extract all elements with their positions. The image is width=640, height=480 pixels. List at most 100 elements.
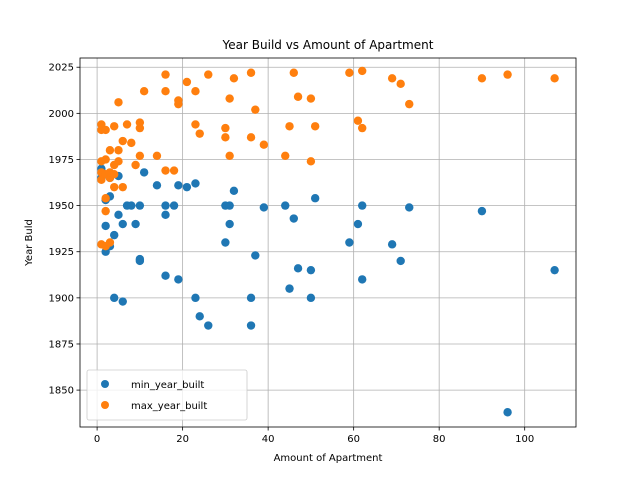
data-point [118, 297, 127, 306]
data-point [105, 238, 115, 247]
data-point [131, 219, 140, 229]
data-point [152, 151, 162, 160]
data-point [114, 98, 123, 107]
plot-frame [79, 57, 577, 428]
data-point [174, 181, 183, 190]
data-point [387, 240, 397, 249]
data-point [110, 170, 119, 179]
data-point [345, 68, 354, 77]
y-tick-label: 2000 [49, 109, 74, 120]
data-point [169, 201, 179, 210]
data-point [225, 201, 234, 210]
legend: min_year_built max_year_built [86, 369, 248, 421]
data-point [118, 219, 127, 229]
y-tick-label: 1950 [49, 201, 74, 212]
data-point [221, 123, 230, 133]
data-point [195, 129, 204, 138]
data-point [221, 238, 230, 247]
legend-label-min-year-built: min_year_built [131, 380, 204, 391]
data-point [110, 182, 119, 192]
data-point [550, 265, 559, 275]
y-tick-label: 1975 [49, 155, 74, 166]
data-point [281, 151, 290, 160]
data-point [405, 203, 414, 212]
data-point [110, 230, 119, 240]
data-point [246, 133, 256, 142]
data-point [204, 321, 213, 330]
data-point [225, 219, 234, 229]
data-point [161, 201, 170, 210]
legend-label-max-year-built: max_year_built [131, 401, 207, 412]
data-point [225, 94, 234, 103]
data-point [259, 140, 269, 149]
data-point [169, 166, 179, 175]
data-point [135, 118, 145, 127]
data-point [161, 70, 170, 79]
data-point [310, 194, 320, 203]
data-points [97, 66, 559, 417]
data-point [135, 201, 145, 210]
data-point [251, 105, 260, 114]
data-point [110, 122, 119, 131]
data-point [358, 123, 367, 133]
data-point [161, 210, 170, 220]
data-point [101, 206, 110, 216]
data-point [477, 206, 487, 216]
legend-box [86, 369, 248, 421]
data-point [127, 138, 136, 148]
data-point [306, 293, 316, 303]
data-point [191, 179, 200, 188]
data-point [204, 70, 213, 79]
data-point [139, 168, 149, 177]
data-point [114, 210, 123, 220]
data-point [101, 221, 110, 231]
data-point [289, 68, 298, 77]
x-tick-label: 100 [515, 434, 534, 445]
y-tick-label: 1875 [49, 339, 74, 350]
data-point [358, 66, 367, 76]
data-point [127, 201, 136, 210]
data-point [503, 408, 512, 417]
data-point [101, 194, 110, 203]
data-point [135, 254, 145, 264]
data-point [174, 275, 183, 284]
legend-marker-min-year-built [101, 380, 109, 388]
y-tick-label: 2025 [49, 63, 74, 74]
data-point [285, 284, 294, 293]
y-tick-label: 1925 [49, 247, 74, 258]
data-point [122, 120, 132, 129]
data-point [259, 203, 269, 212]
data-point [105, 146, 115, 155]
chart-title: Year Build vs Amount of Apartment [222, 38, 434, 52]
data-point [229, 186, 239, 196]
data-point [191, 87, 200, 96]
data-point [345, 238, 354, 247]
data-point [550, 74, 559, 83]
data-point [131, 160, 140, 170]
data-point [285, 122, 294, 131]
data-point [353, 219, 363, 229]
data-point [161, 87, 170, 96]
data-point [182, 182, 192, 192]
data-point [221, 133, 230, 142]
data-point [229, 74, 239, 83]
y-tick-label: 1900 [49, 293, 74, 304]
data-point [161, 166, 170, 175]
data-point [191, 120, 200, 129]
y-tick-label: 1850 [49, 386, 74, 397]
legend-marker-max-year-built [101, 401, 109, 409]
data-point [246, 321, 256, 330]
data-point [396, 256, 405, 266]
grid [80, 58, 576, 427]
data-point [503, 70, 512, 79]
data-point [161, 271, 170, 280]
data-point [387, 74, 397, 83]
data-point [293, 92, 303, 101]
data-point [114, 146, 123, 155]
data-point [358, 201, 367, 210]
x-axis-title: Amount of Apartment [274, 453, 383, 464]
data-point [174, 96, 183, 105]
data-point [358, 275, 367, 284]
x-tick-label: 80 [433, 434, 446, 445]
